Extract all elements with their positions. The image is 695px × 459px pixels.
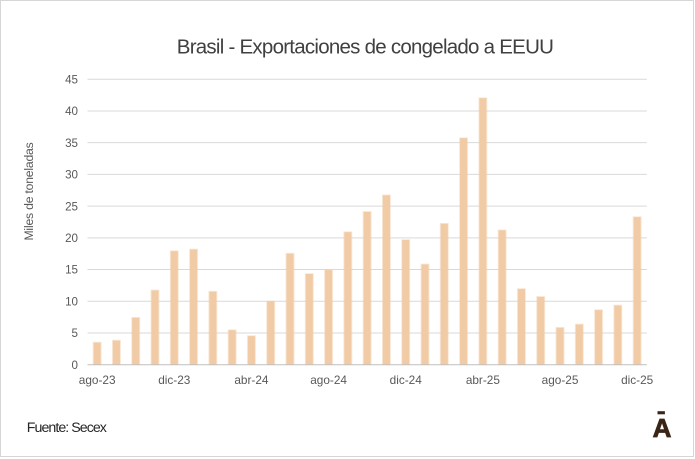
- svg-text:15: 15: [65, 264, 78, 277]
- svg-text:35: 35: [65, 137, 78, 150]
- svg-text:ago-25: ago-25: [542, 373, 579, 387]
- svg-text:0: 0: [72, 359, 78, 372]
- svg-text:20: 20: [65, 232, 78, 245]
- svg-text:Miles de toneladas: Miles de toneladas: [22, 142, 36, 240]
- svg-text:dic-24: dic-24: [390, 373, 423, 387]
- svg-text:30: 30: [65, 169, 78, 182]
- svg-text:40: 40: [65, 105, 78, 118]
- svg-text:dic-25: dic-25: [621, 373, 654, 387]
- svg-text:45: 45: [65, 73, 78, 86]
- svg-text:10: 10: [65, 295, 78, 308]
- svg-text:5: 5: [72, 327, 78, 340]
- svg-text:ago-24: ago-24: [310, 373, 347, 387]
- svg-text:25: 25: [65, 200, 78, 213]
- svg-text:ago-23: ago-23: [79, 373, 116, 387]
- svg-text:abr-24: abr-24: [234, 373, 269, 387]
- svg-text:Fuente: Secex: Fuente: Secex: [27, 420, 107, 436]
- svg-text:A: A: [653, 413, 672, 443]
- svg-text:dic-23: dic-23: [158, 373, 191, 387]
- svg-text:Brasil - Exportaciones de cong: Brasil - Exportaciones de congelado a EE…: [177, 35, 553, 58]
- svg-text:abr-25: abr-25: [466, 373, 501, 387]
